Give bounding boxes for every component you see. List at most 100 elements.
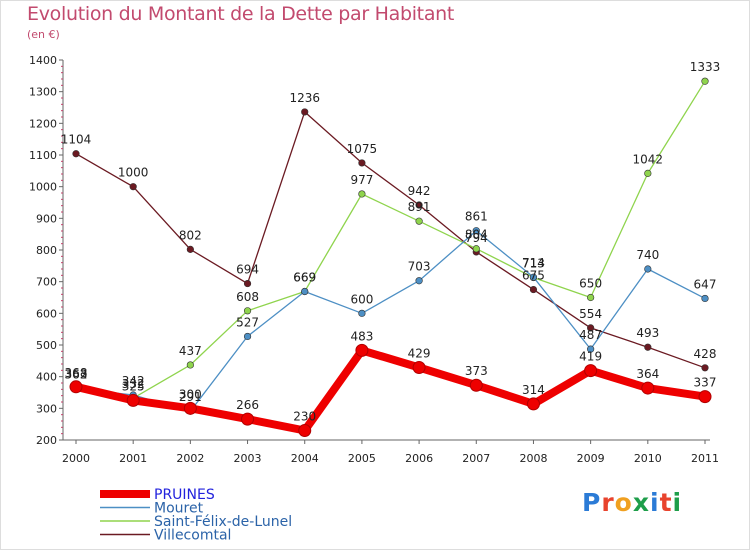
data-point [641,381,655,395]
x-tick-label: 2001 [119,452,147,465]
data-point [126,393,140,407]
data-label: 363 [65,367,88,381]
data-point [243,279,252,288]
x-tick-label: 2004 [291,452,319,465]
data-point [298,424,312,437]
data-label: 493 [636,326,659,340]
data-point [587,293,595,302]
data-point [183,401,197,415]
data-point [644,169,652,177]
data-label: 1236 [289,91,320,105]
data-label: 942 [408,184,431,198]
data-point [472,227,480,235]
data-point [644,343,652,351]
data-point [69,380,83,394]
x-tick-label: 2003 [234,452,262,465]
data-label: 600 [350,292,373,306]
data-label: 977 [350,173,373,187]
data-point [644,265,652,273]
y-tick-label: 1400 [29,54,57,67]
y-tick-label: 900 [36,212,57,225]
y-tick-label: 600 [36,307,57,320]
data-label: 794 [465,231,488,245]
y-tick-label: 1000 [29,181,57,194]
data-point [701,77,709,85]
data-label: 694 [236,263,259,277]
data-label: 364 [636,367,659,381]
y-tick-label: 700 [36,276,57,289]
x-tick-label: 2007 [462,452,490,465]
x-tick-label: 2006 [405,452,433,465]
legend-label-3: Villecomtal [154,528,231,544]
data-point [415,217,423,225]
data-point [358,309,366,317]
data-point [358,159,366,167]
y-tick-label: 1300 [29,86,57,99]
x-tick-label: 2002 [176,452,204,465]
data-point [415,201,423,209]
data-point [529,273,538,281]
data-point [529,285,538,294]
data-label: 291 [179,390,202,404]
data-label: 428 [694,347,717,361]
data-label: 804 [465,228,488,242]
data-label: 608 [236,290,259,304]
data-point [469,378,483,392]
x-tick-label: 2011 [691,452,719,465]
series-line-2 [75,80,706,399]
y-tick-label: 200 [36,434,57,447]
data-label: 740 [636,248,659,262]
series-line-0 [72,346,709,435]
data-point [186,361,194,369]
data-point [701,294,709,303]
data-label: 802 [179,228,202,242]
legend-label-2: Saint-Félix-de-Lunel [154,514,292,530]
data-label: 437 [179,344,202,358]
series-line-1 [75,230,706,412]
data-label: 419 [579,350,602,364]
data-label: 861 [465,210,488,224]
data-label: 891 [408,200,431,214]
data-label: 650 [579,277,602,291]
data-point [701,364,709,372]
y-tick-label: 800 [36,244,57,257]
data-point [355,343,369,357]
data-point [243,332,252,341]
data-label: 429 [408,346,431,360]
data-label: 342 [122,374,145,388]
y-tick-label: 500 [36,339,57,352]
data-label: 314 [522,383,545,397]
y-tick-label: 1200 [29,117,57,130]
x-tick-label: 2009 [577,452,605,465]
data-point [415,277,423,285]
data-point [358,190,366,198]
y-tick-label: 1100 [29,149,57,162]
data-point [72,150,80,158]
data-label: 1042 [633,152,664,166]
data-label: 373 [465,364,488,378]
data-label: 669 [293,270,316,284]
chart-title: Evolution du Montant de la Dette par Hab… [27,3,455,25]
data-point [301,108,309,116]
data-point [584,364,598,378]
data-point [526,397,540,411]
data-label: 713 [522,257,545,271]
data-label: 1333 [690,60,721,74]
data-label: 675 [522,269,545,283]
data-label: 527 [236,315,259,329]
data-label: 230 [293,410,316,424]
data-label: 703 [408,260,431,274]
data-label: 266 [236,398,259,412]
data-label: 647 [694,277,717,291]
data-label: 325 [122,379,145,393]
data-point [301,287,309,296]
data-point [243,307,252,315]
x-tick-label: 2010 [634,452,662,465]
chart-subtitle: (en €) [27,28,60,41]
y-tick-label: 300 [36,402,57,415]
legend-label-1: Mouret [154,501,204,517]
proxiti-logo: Proxiti [582,488,683,517]
x-tick-label: 2005 [348,452,376,465]
data-label: 554 [579,307,602,321]
